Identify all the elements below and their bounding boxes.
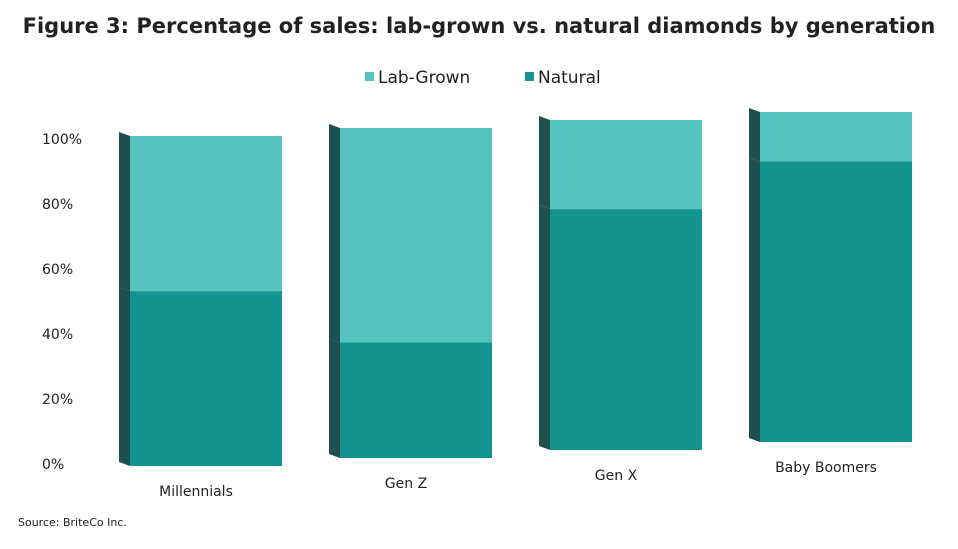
legend-swatch bbox=[365, 72, 374, 81]
bar-side bbox=[539, 205, 550, 450]
y-tick-label: 60% bbox=[42, 262, 73, 278]
bar-side bbox=[329, 124, 340, 343]
legend-label: Natural bbox=[538, 68, 601, 88]
bar-side bbox=[749, 108, 760, 162]
y-tick-label: 0% bbox=[42, 457, 64, 473]
bar-segment bbox=[760, 112, 912, 162]
x-tick-label: Millennials bbox=[159, 484, 233, 500]
bar-segment bbox=[760, 161, 912, 442]
legend-label: Lab-Grown bbox=[378, 68, 470, 88]
y-tick-label: 40% bbox=[42, 327, 73, 343]
bar-side bbox=[749, 157, 760, 442]
bar-side bbox=[329, 338, 340, 458]
x-tick-label: Gen Z bbox=[385, 476, 427, 492]
source: Source: BriteCo Inc. bbox=[18, 516, 127, 529]
y-tick-label: 100% bbox=[42, 132, 82, 148]
bar-segment bbox=[130, 291, 282, 466]
x-tick-label: Gen X bbox=[595, 468, 638, 484]
bar-segment bbox=[340, 342, 492, 458]
chart-title: Figure 3: Percentage of sales: lab-grown… bbox=[23, 14, 936, 38]
legend-swatch bbox=[525, 72, 534, 81]
x-tick-label: Baby Boomers bbox=[775, 460, 877, 476]
bar-side bbox=[119, 287, 130, 466]
bar-side bbox=[119, 132, 130, 292]
bar-segment bbox=[550, 209, 702, 450]
bar-segment bbox=[550, 120, 702, 210]
y-tick-label: 80% bbox=[42, 197, 73, 213]
bar-side bbox=[539, 116, 550, 210]
bar-segment bbox=[130, 136, 282, 292]
y-tick-label: 20% bbox=[42, 392, 73, 408]
bar-segment bbox=[340, 128, 492, 343]
